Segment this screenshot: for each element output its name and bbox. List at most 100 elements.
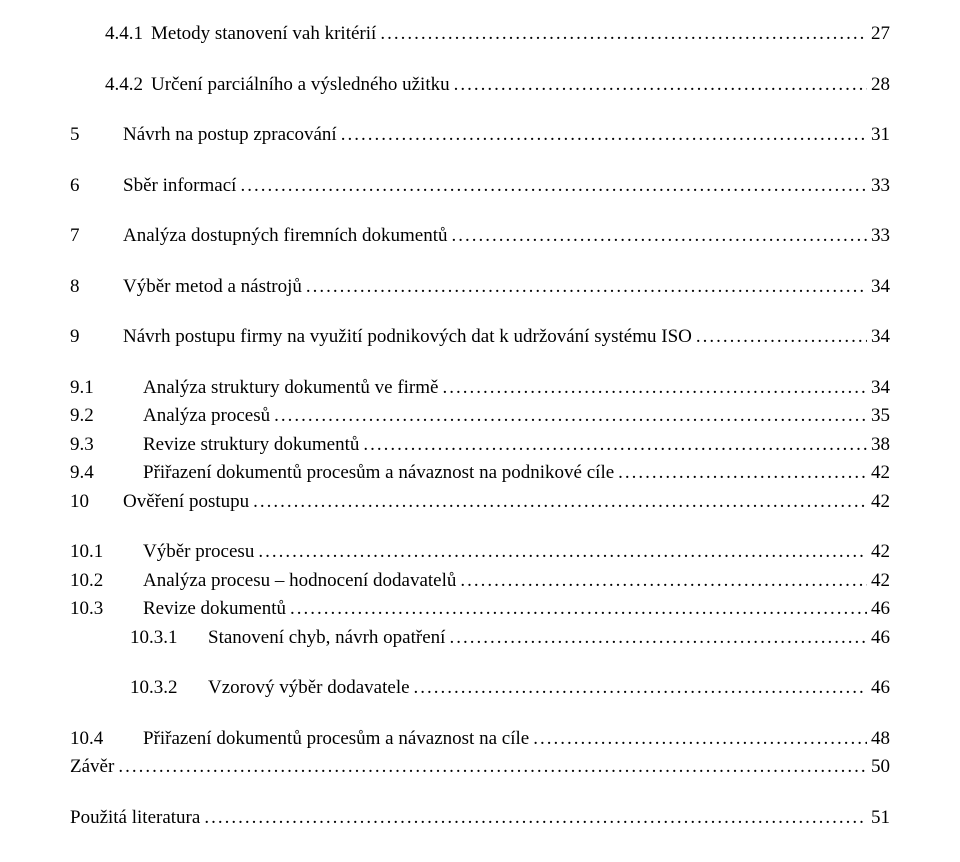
toc-leader-dots (253, 488, 867, 517)
toc-number: 10.4 (70, 725, 143, 754)
toc-entry: 8Výběr metod a nástrojů34 (70, 273, 890, 302)
toc-number: 10.3.2 (130, 674, 208, 703)
toc-entry: 5Návrh na postup zpracování 31 (70, 121, 890, 150)
toc-leader-dots (380, 20, 867, 49)
toc-title: Závěr (70, 753, 118, 782)
toc-number: 10 (70, 488, 123, 517)
toc-gap (70, 150, 890, 172)
toc-entry: 10.3Revize dokumentů 46 (70, 595, 890, 624)
toc-number: 10.1 (70, 538, 143, 567)
toc-number: 7 (70, 222, 123, 251)
toc-page-number: 46 (867, 595, 890, 624)
toc-title: Revize struktury dokumentů (143, 431, 363, 460)
toc-leader-dots (118, 753, 867, 782)
toc-title: Přiřazení dokumentů procesům a návaznost… (143, 725, 533, 754)
toc-leader-dots (306, 273, 867, 302)
toc-leader-dots (290, 595, 867, 624)
toc-number: 10.3.1 (130, 624, 208, 653)
toc-page-number: 42 (867, 459, 890, 488)
toc-leader-dots (442, 374, 867, 403)
toc-leader-dots (452, 222, 867, 251)
toc-entry: 10Ověření postupu 42 (70, 488, 890, 517)
toc-title: Sběr informací (123, 172, 240, 201)
toc-title: Výběr procesu (143, 538, 258, 567)
toc-number: 10.2 (70, 567, 143, 596)
toc-number: 9.2 (70, 402, 143, 431)
toc-title: Analýza procesu – hodnocení dodavatelů (143, 567, 460, 596)
toc-entry: 4.4.1Metody stanovení vah kritérií 27 (70, 20, 890, 49)
toc-page-number: 34 (867, 273, 890, 302)
toc-page-number: 33 (867, 222, 890, 251)
toc-entry: 10.3.1Stanovení chyb, návrh opatření 46 (70, 624, 890, 653)
toc-leader-dots (618, 459, 867, 488)
toc-gap (70, 49, 890, 71)
toc-leader-dots (533, 725, 867, 754)
toc-number: 5 (70, 121, 123, 150)
toc-leader-dots (363, 431, 867, 460)
toc-page-number: 34 (867, 374, 890, 403)
toc-title: Návrh na postup zpracování (123, 121, 341, 150)
toc-leader-dots (454, 71, 867, 100)
toc-title: Ověření postupu (123, 488, 253, 517)
toc-leader-dots (258, 538, 867, 567)
toc-leader-dots (414, 674, 867, 703)
toc-entry: 6Sběr informací 33 (70, 172, 890, 201)
toc-page-number: 50 (867, 753, 890, 782)
toc-page-number: 42 (867, 567, 890, 596)
toc-entry: Použitá literatura 51 (70, 804, 890, 833)
toc-page-number: 33 (867, 172, 890, 201)
toc-gap (70, 782, 890, 804)
toc-gap (70, 301, 890, 323)
toc-title: Revize dokumentů (143, 595, 290, 624)
toc-page-number: 28 (867, 71, 890, 100)
toc-page-number: 34 (867, 323, 890, 352)
toc-title: Určení parciálního a výsledného užitku (151, 71, 454, 100)
toc-entry: 9Návrh postupu firmy na využití podnikov… (70, 323, 890, 352)
toc-entry: 10.1Výběr procesu 42 (70, 538, 890, 567)
toc-entry: 9.4Přiřazení dokumentů procesům a návazn… (70, 459, 890, 488)
toc-gap (70, 251, 890, 273)
toc-title: Metody stanovení vah kritérií (151, 20, 380, 49)
toc-number: 9.3 (70, 431, 143, 460)
toc-container: 4.4.1Metody stanovení vah kritérií274.4.… (70, 20, 890, 832)
toc-title: Stanovení chyb, návrh opatření (208, 624, 449, 653)
toc-page-number: 42 (867, 538, 890, 567)
toc-number: 9.4 (70, 459, 143, 488)
toc-gap (70, 99, 890, 121)
toc-title: Přiřazení dokumentů procesům a návaznost… (143, 459, 618, 488)
toc-entry: 7Analýza dostupných firemních dokumentů 3… (70, 222, 890, 251)
toc-page-number: 46 (867, 674, 890, 703)
toc-page-number: 27 (867, 20, 890, 49)
toc-gap (70, 703, 890, 725)
toc-gap (70, 352, 890, 374)
toc-page-number: 35 (867, 402, 890, 431)
toc-entry: 4.4.2Určení parciálního a výsledného uži… (70, 71, 890, 100)
toc-leader-dots (240, 172, 867, 201)
toc-title: Návrh postupu firmy na využití podnikový… (123, 323, 696, 352)
toc-title: Použitá literatura (70, 804, 204, 833)
toc-entry: 10.2Analýza procesu – hodnocení dodavate… (70, 567, 890, 596)
toc-entry: Závěr 50 (70, 753, 890, 782)
toc-title: Výběr metod a nástrojů (123, 273, 306, 302)
toc-number: 10.3 (70, 595, 143, 624)
toc-page-number: 31 (867, 121, 890, 150)
toc-gap (70, 652, 890, 674)
toc-title: Analýza procesů (143, 402, 274, 431)
toc-entry: 9.3Revize struktury dokumentů 38 (70, 431, 890, 460)
toc-title: Vzorový výběr dodavatele (208, 674, 414, 703)
toc-page: 4.4.1Metody stanovení vah kritérií274.4.… (0, 0, 960, 862)
toc-number: 9.1 (70, 374, 143, 403)
toc-number: 4.4.1 (105, 20, 151, 49)
toc-number: 6 (70, 172, 123, 201)
toc-entry: 10.3.2Vzorový výběr dodavatele 46 (70, 674, 890, 703)
toc-leader-dots (449, 624, 867, 653)
toc-title: Analýza dostupných firemních dokumentů (123, 222, 452, 251)
toc-leader-dots (341, 121, 867, 150)
toc-page-number: 42 (867, 488, 890, 517)
toc-leader-dots (696, 323, 867, 352)
toc-page-number: 46 (867, 624, 890, 653)
toc-number: 9 (70, 323, 123, 352)
toc-page-number: 51 (867, 804, 890, 833)
toc-page-number: 38 (867, 431, 890, 460)
toc-gap (70, 200, 890, 222)
